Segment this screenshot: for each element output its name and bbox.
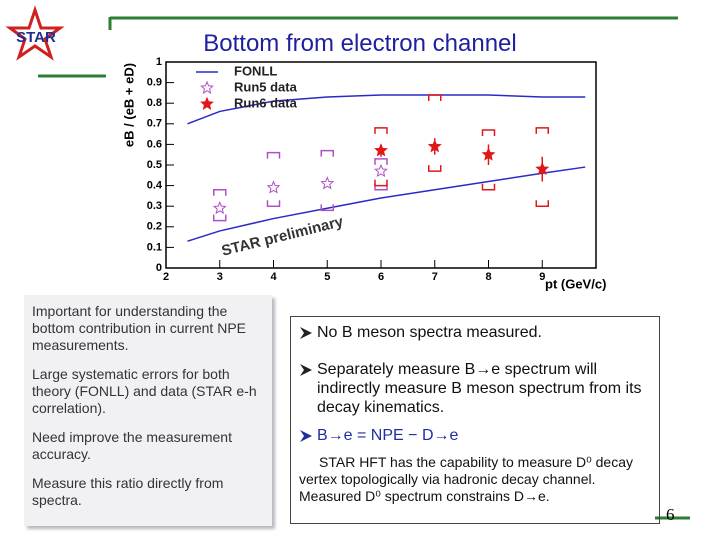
data-point [374,163,388,178]
data-point [481,147,496,161]
data-point [535,161,550,176]
right-box: No B meson spectra measured. Separately … [290,316,660,524]
systematic-bracket [481,129,496,136]
annotation: STAR preliminary [220,213,346,260]
y-tick-label: 0.1 [147,241,162,253]
paragraph: Large systematic errors for both theory … [32,366,257,416]
legend-label: Run5 data [234,79,298,94]
x-tick-label: 2 [163,271,169,283]
y-tick-label: 0.2 [147,221,162,233]
systematic-bracket [266,200,281,207]
y-tick-label: 0.5 [147,159,162,171]
systematic-bracket [535,200,549,207]
fonll-lower [187,166,586,242]
x-tick-label: 6 [378,271,384,283]
x-tick-label: 4 [270,271,277,283]
systematic-bracket [481,183,496,191]
data-point [266,180,281,194]
x-tick-label: 5 [324,271,330,283]
y-tick-label: 0.7 [147,118,162,130]
legend-label: Run6 data [234,95,298,110]
data-point [320,176,335,190]
legend-marker [200,96,214,110]
x-tick-label: 7 [432,271,438,283]
logo-text: STAR [16,29,56,46]
page-number: 6 [666,505,675,524]
slide-title: Bottom from electron channel [203,30,517,57]
paragraph: Important for understanding the bottom c… [32,303,246,353]
systematic-bracket [428,165,442,172]
y-tick-label: 0.8 [147,97,162,109]
left-box: Important for understanding the bottom c… [24,295,272,526]
y-axis-label: eB / (eB + eD) [121,63,136,147]
bullet: No B meson spectra measured. [317,324,542,341]
legend-marker [200,80,214,94]
systematic-bracket [266,151,281,159]
paragraph: Measure this ratio directly from spectra… [32,475,224,508]
bullet-arrow [300,327,312,339]
y-tick-label: 0 [156,262,162,274]
x-tick-label: 8 [485,271,491,283]
y-tick-label: 0.3 [147,200,162,212]
systematic-bracket [428,94,442,101]
logo-star [5,5,65,61]
data-point [374,143,388,157]
systematic-bracket [213,188,227,196]
y-tick-label: 0.6 [147,138,162,150]
data-point [427,139,442,153]
x-axis-label: pt (GeV/c) [545,276,606,291]
systematic-bracket [320,204,334,212]
paragraph: Need improve the measurement accuracy. [32,429,232,462]
x-tick-label: 3 [217,271,223,283]
bullet: Separately measure B→e spectrum will ind… [317,361,642,416]
data-point [212,200,227,215]
systematic-bracket [374,127,388,134]
y-tick-label: 0.9 [147,77,162,89]
bullet: B→e = NPE − D→e [317,427,459,444]
systematic-bracket [374,158,388,165]
systematic-bracket [374,179,388,187]
systematic-bracket [374,183,388,191]
bullet-arrow [300,430,312,442]
systematic-bracket [320,149,334,157]
note: STAR HFT has the capability to measure D… [299,454,634,504]
y-tick-label: 0.4 [147,180,163,192]
y-tick-label: 1 [156,56,162,68]
bullet-arrow [300,364,312,376]
x-tick-label: 9 [539,271,545,283]
fonll-upper [187,94,586,125]
systematic-bracket [535,127,549,134]
legend-label: FONLL [234,63,277,78]
systematic-bracket [213,214,227,222]
